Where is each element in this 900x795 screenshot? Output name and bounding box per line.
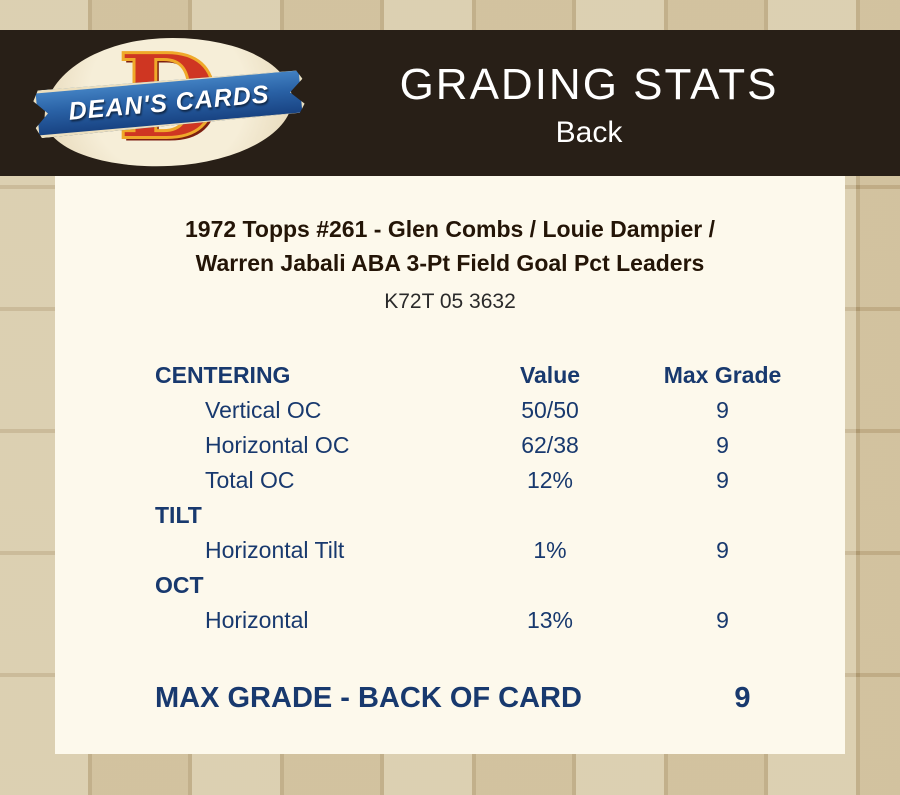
- page-subtitle: Back: [555, 116, 623, 150]
- column-header-max-grade: Max Grade: [663, 362, 782, 388]
- card-title-line2: Warren Jabali ABA 3-Pt Field Goal Pct Le…: [195, 250, 705, 276]
- page-title: GRADING STATS: [399, 59, 779, 109]
- max-grade-summary-label: MAX GRADE - BACK OF CARD: [155, 682, 582, 714]
- column-header-centering: CENTERING: [155, 362, 291, 388]
- row-label: Horizontal OC: [205, 432, 350, 458]
- row-value: 50/50: [521, 397, 579, 423]
- card-title-line1: 1972 Topps #261 - Glen Combs / Louie Dam…: [185, 216, 715, 242]
- header-titles: GRADING STATS Back: [290, 30, 888, 176]
- card-serial-number: K72T 05 3632: [384, 290, 516, 313]
- row-max-grade: 9: [716, 467, 729, 493]
- card-title: 1972 Topps #261 - Glen Combs / Louie Dam…: [55, 212, 845, 280]
- header-bar: D DEAN'S CARDS GRADING STATS Back: [0, 30, 900, 176]
- row-label: Total OC: [205, 467, 295, 493]
- row-value: 12%: [526, 467, 574, 493]
- row-value: 1%: [533, 537, 567, 563]
- row-max-grade: 9: [716, 432, 729, 458]
- section-header-oct: OCT: [155, 572, 204, 598]
- section-header-tilt: TILT: [155, 502, 202, 528]
- max-grade-summary-value: 9: [734, 682, 751, 714]
- row-value: 13%: [526, 607, 574, 633]
- row-label: Vertical OC: [205, 397, 322, 423]
- row-max-grade: 9: [716, 537, 729, 563]
- row-max-grade: 9: [716, 397, 729, 423]
- row-value: 62/38: [521, 432, 579, 458]
- grading-table: CENTERING Value Max Grade Vertical OC 50…: [155, 358, 800, 638]
- row-label: Horizontal: [205, 607, 309, 633]
- row-label: Horizontal Tilt: [205, 537, 345, 563]
- stats-panel: 1972 Topps #261 - Glen Combs / Louie Dam…: [55, 176, 845, 754]
- row-max-grade: 9: [716, 607, 729, 633]
- column-header-value: Value: [519, 362, 581, 388]
- deans-cards-logo[interactable]: D DEAN'S CARDS: [42, 31, 294, 173]
- max-grade-summary-row: MAX GRADE - BACK OF CARD 9: [155, 680, 800, 716]
